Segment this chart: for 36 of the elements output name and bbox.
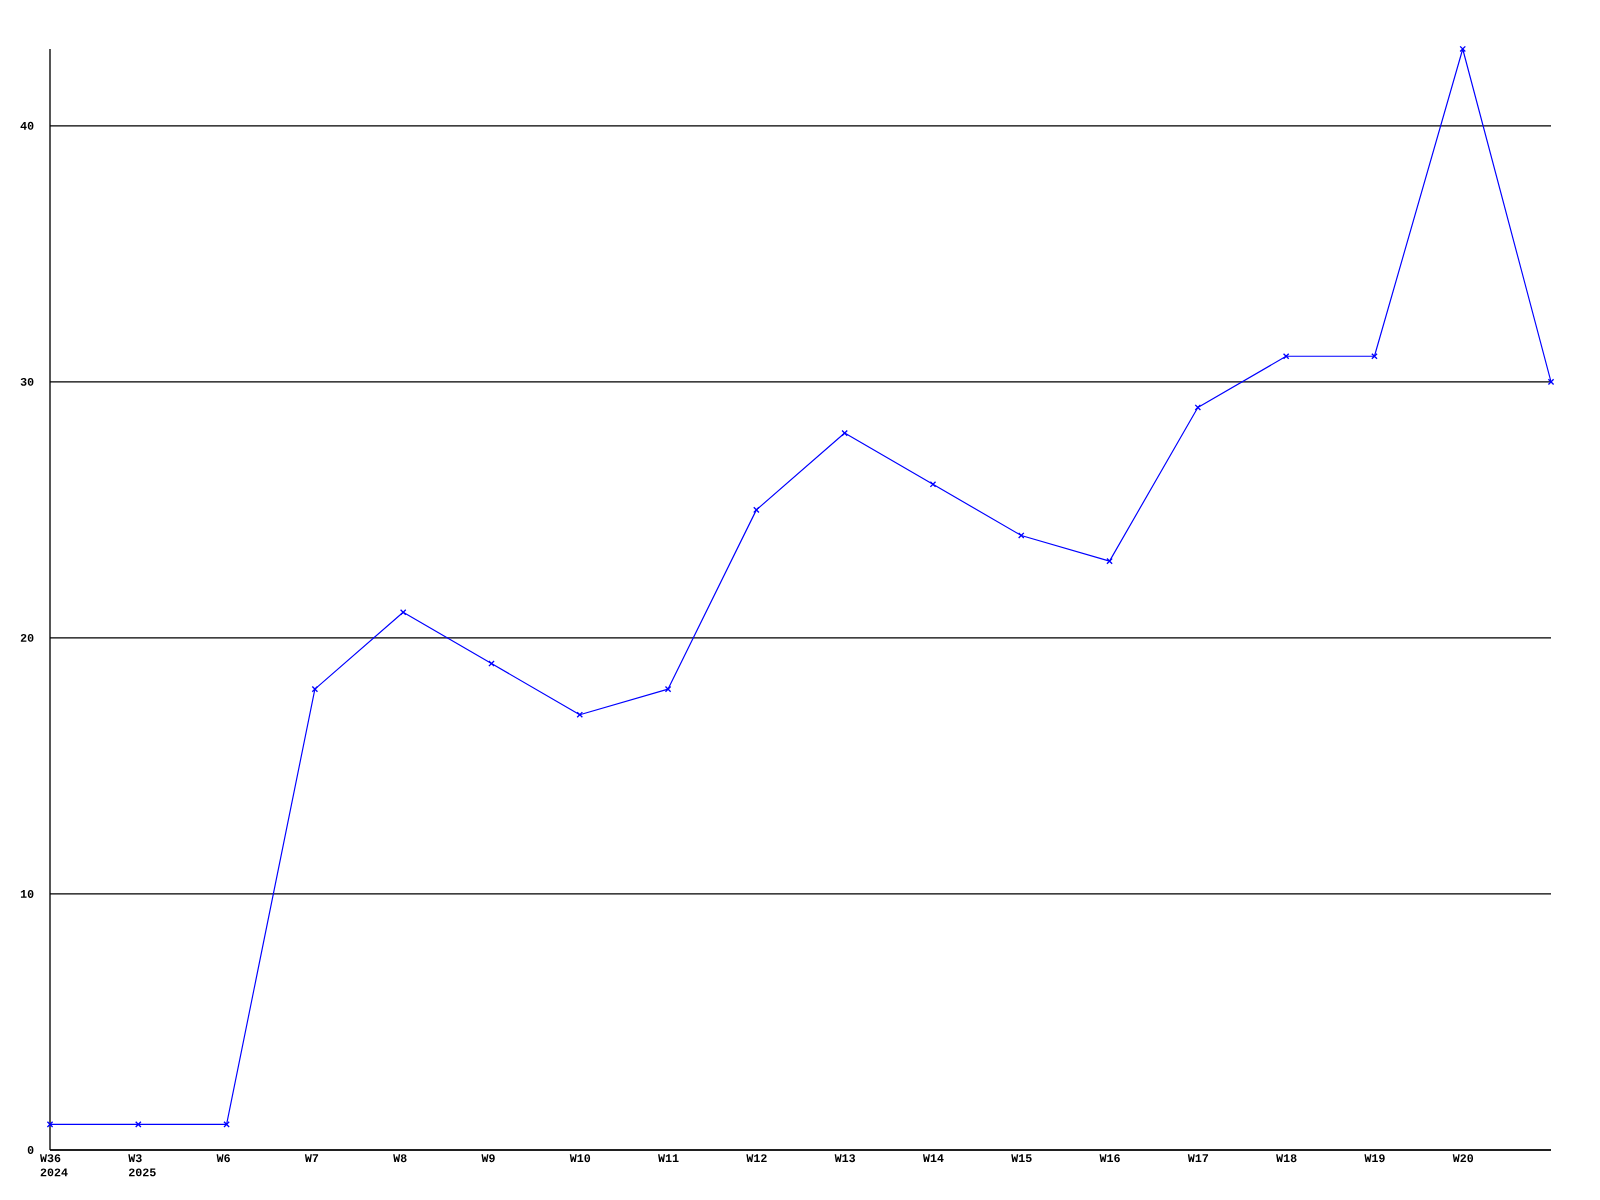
point [841,429,848,437]
x-tick-label: W17 [1187,1154,1209,1162]
point [1106,557,1113,565]
x-tick-label: W10 [569,1154,591,1163]
y-tick-label: 30 [20,377,34,386]
x-tick-label: W13 [834,1154,856,1163]
point [929,481,937,488]
y-tick-label: 10 [20,890,34,898]
x-tick-label: W14 [922,1154,944,1162]
x-tick-label: W8 [393,1154,407,1163]
x-tick-label: W9 [481,1154,495,1163]
x-tick-label: W3 2025 [128,1154,156,1177]
x-tick-label: W6 [216,1154,230,1163]
x-tick-label: W20 [1452,1154,1474,1163]
x-tick-label: W19 [1364,1154,1385,1163]
y-tick-label: 20 [20,633,34,642]
x-tick-label: W12 [746,1154,767,1163]
y-tick-label: 40 [20,121,34,130]
point [1194,404,1202,411]
x-tick-label: W36 2024 [40,1154,68,1177]
point [753,506,760,514]
point [1282,352,1290,360]
point [576,711,584,718]
x-tick-label: W15 [1011,1154,1032,1163]
x-tick-label: W18 [1276,1154,1297,1163]
point [399,609,407,616]
point [1017,532,1025,539]
point [1371,352,1378,360]
point [135,1121,142,1128]
x-tick-label: W16 [1099,1154,1120,1163]
point [1459,45,1466,53]
y-tick-label: 0 [27,1146,34,1154]
point [1547,378,1555,386]
x-tick-label: W7 [304,1154,319,1162]
x-tick-label: W11 [658,1154,679,1162]
point [46,1121,54,1128]
